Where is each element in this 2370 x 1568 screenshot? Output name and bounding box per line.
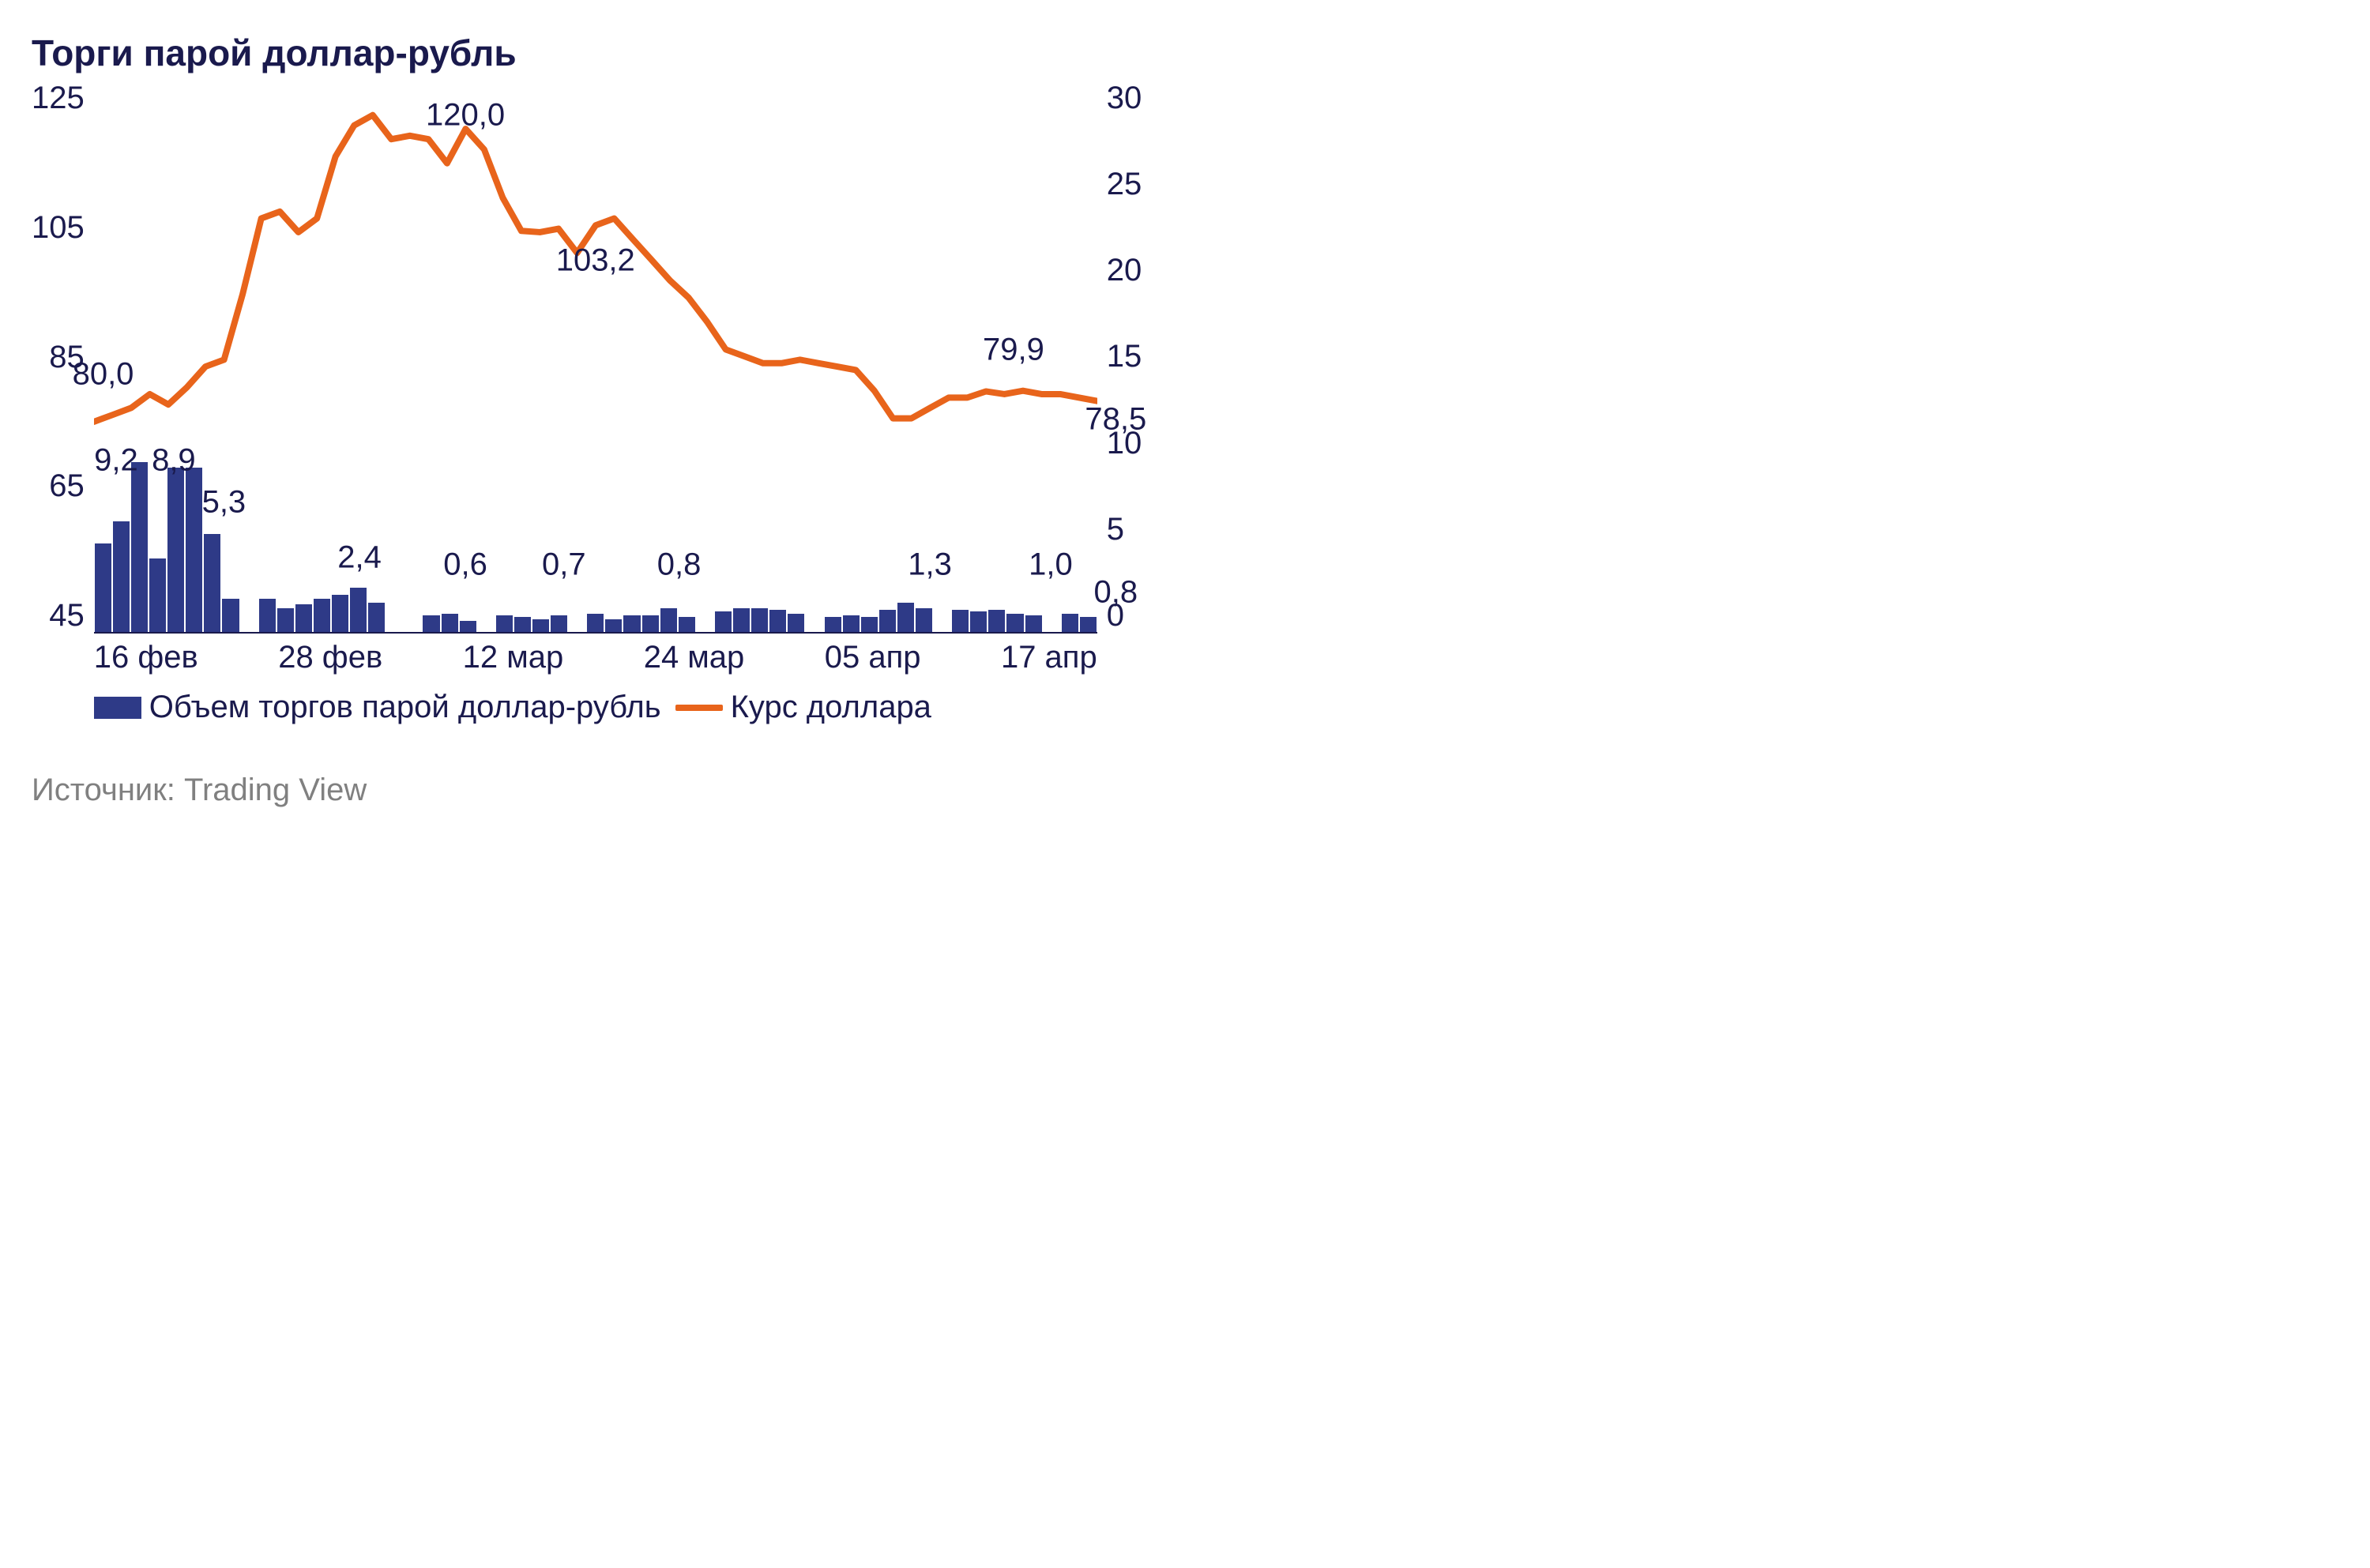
plot-area: 80,09,28,95,32,4120,00,60,7103,20,81,379… xyxy=(94,81,1097,634)
bar xyxy=(715,611,732,632)
source-label: Источник: Trading View xyxy=(32,773,1177,808)
bar xyxy=(167,468,184,632)
bar xyxy=(952,610,969,632)
y-right-tick: 5 xyxy=(1107,512,1124,547)
bar xyxy=(1006,614,1023,632)
legend-swatch-line xyxy=(675,705,723,711)
legend-label: Объем торгов парой доллар-рубль xyxy=(149,690,661,725)
bar xyxy=(733,608,750,632)
bar xyxy=(916,608,932,632)
chart-container: Торги парой доллар-рубль 125105856545 80… xyxy=(32,32,1177,808)
bar xyxy=(988,610,1005,632)
y-left-tick: 65 xyxy=(49,468,85,504)
plot-wrapper: 125105856545 80,09,28,95,32,4120,00,60,7… xyxy=(32,81,1177,634)
bar xyxy=(1025,615,1042,632)
bar xyxy=(186,468,202,632)
bar xyxy=(825,617,841,632)
bar xyxy=(460,621,476,632)
bar xyxy=(970,611,987,632)
y-right-tick: 25 xyxy=(1107,167,1142,202)
bar-series xyxy=(94,81,1097,632)
bar xyxy=(514,617,531,632)
x-tick: 05 апр xyxy=(825,640,921,675)
y-left-tick: 45 xyxy=(49,598,85,634)
bar xyxy=(551,615,567,632)
bar xyxy=(259,599,276,632)
bar xyxy=(113,521,130,632)
y-left-tick: 85 xyxy=(49,340,85,375)
bar xyxy=(423,615,439,632)
chart-title: Торги парой доллар-рубль xyxy=(32,32,1177,74)
bar xyxy=(679,617,695,632)
legend: Объем торгов парой доллар-рубль Курс долл… xyxy=(32,690,1177,725)
y-axis-left: 125 105 85 65 45 xyxy=(32,81,94,634)
bar xyxy=(532,619,549,632)
y-right-tick: 20 xyxy=(1107,253,1142,288)
bar xyxy=(314,599,330,632)
bar xyxy=(897,603,914,632)
bar xyxy=(95,543,111,632)
bar xyxy=(587,614,604,632)
bar xyxy=(642,615,659,632)
bar xyxy=(277,608,294,632)
y-right-tick: 10 xyxy=(1107,426,1142,461)
bar xyxy=(1062,614,1078,632)
legend-label: Курс доллара xyxy=(731,690,931,725)
bar xyxy=(843,615,860,632)
bar xyxy=(332,595,348,632)
bar xyxy=(222,599,239,632)
bar xyxy=(131,462,148,632)
bar xyxy=(751,608,768,632)
y-left-tick: 105 xyxy=(32,210,85,246)
y-right-tick: 15 xyxy=(1107,339,1142,374)
y-axis-right: 30 25 20 15 10 5 0 xyxy=(1097,81,1142,634)
legend-swatch-bar xyxy=(94,697,141,719)
x-tick: 16 фев xyxy=(94,640,198,675)
bar xyxy=(149,558,166,632)
y-right-tick: 0 xyxy=(1107,598,1124,634)
y-right-tick: 30 xyxy=(1107,81,1142,116)
bar xyxy=(861,617,878,632)
bar xyxy=(879,610,896,632)
x-tick: 17 апр xyxy=(1001,640,1097,675)
bar xyxy=(623,615,640,632)
bar xyxy=(788,614,804,632)
bar xyxy=(295,604,312,632)
bar xyxy=(204,534,220,632)
bar xyxy=(769,610,786,632)
bar xyxy=(1080,617,1097,632)
legend-item: Объем торгов парой доллар-рубль xyxy=(94,690,661,725)
bar xyxy=(368,603,385,632)
bar xyxy=(350,588,367,632)
bar xyxy=(660,608,677,632)
legend-item: Курс доллара xyxy=(675,690,931,725)
y-left-tick: 125 xyxy=(32,81,85,116)
bar xyxy=(442,614,458,632)
x-tick: 24 мар xyxy=(644,640,745,675)
x-tick: 12 мар xyxy=(463,640,564,675)
bar xyxy=(605,619,622,632)
x-axis-labels: 16 фев 28 фев 12 мар 24 мар 05 апр 17 апр xyxy=(32,640,1097,675)
bar xyxy=(496,615,513,632)
x-tick: 28 фев xyxy=(278,640,382,675)
